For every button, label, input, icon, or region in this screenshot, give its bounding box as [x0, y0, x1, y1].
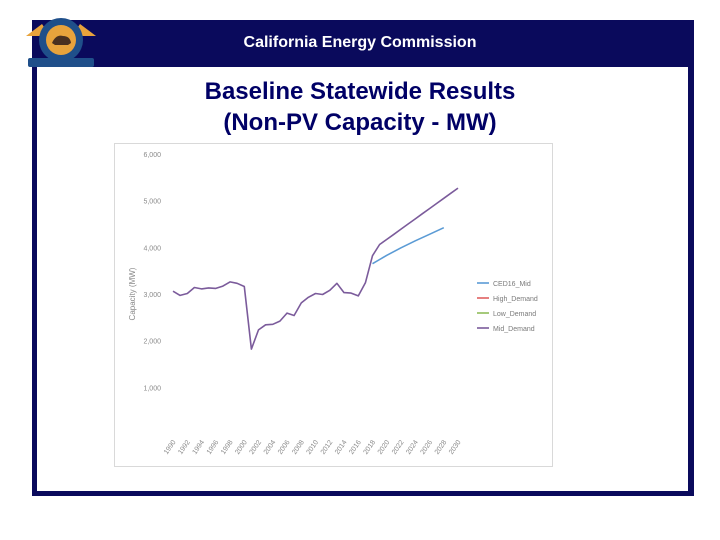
x-tick-label: 1990: [163, 439, 178, 456]
series-line-mid-demand: [172, 187, 459, 350]
capacity-line-chart: 1,000 2,000 3,000 4,000 5,000 6,000 Capacity (…: [128, 152, 538, 456]
x-tick-label: 2000: [234, 439, 249, 456]
seal-banner: [28, 58, 94, 67]
y-tick-label: 3,000: [143, 292, 161, 299]
energy-commission-seal: [26, 18, 96, 67]
y-tick-label: 2,000: [143, 339, 161, 346]
slide-title-line1: Baseline Statewide Results: [204, 78, 516, 105]
organization-name: California Energy Commission: [243, 34, 477, 51]
x-tick-label: 2004: [263, 439, 278, 456]
legend-label-ced16-mid: CED16_Mid: [493, 281, 531, 288]
x-tick-label: 2022: [391, 439, 406, 456]
x-tick-label: 2026: [419, 439, 434, 456]
bear-icon: [52, 35, 71, 45]
legend-label-low-demand: Low_Demand: [493, 311, 536, 318]
x-tick-label: 1994: [191, 439, 206, 456]
slide-title: Baseline Statewide Results (Non-PV Capac…: [130, 76, 590, 138]
x-tick-label: 2002: [248, 439, 263, 456]
x-tick-label: 2008: [291, 439, 306, 456]
slide-title-line2: (Non-PV Capacity - MW): [223, 109, 497, 136]
x-tick-label: 2020: [377, 439, 392, 456]
x-tick-label: 2012: [320, 439, 335, 456]
x-tick-label: 2030: [448, 439, 463, 456]
x-tick-label: 2028: [434, 439, 449, 456]
x-tick-label: 2010: [305, 439, 320, 456]
legend-label-high-demand: High_Demand: [493, 296, 538, 303]
y-tick-label: 1,000: [143, 385, 161, 392]
legend-label-mid-demand: Mid_Demand: [493, 326, 535, 333]
y-tick-label: 6,000: [143, 152, 161, 159]
x-tick-label: 2018: [362, 439, 377, 456]
chart-container: 1,000 2,000 3,000 4,000 5,000 6,000 Capacity (…: [114, 143, 553, 467]
x-tick-label: 1996: [206, 439, 221, 456]
y-axis-label: Capacity (MW): [128, 267, 137, 320]
y-tick-label: 4,000: [143, 245, 161, 252]
series-line-ced16-mid: [372, 226, 445, 265]
x-tick-label: 1992: [177, 439, 192, 456]
x-tick-label: 2006: [277, 439, 292, 456]
x-tick-label: 1998: [220, 439, 235, 456]
y-tick-label: 5,000: [143, 199, 161, 206]
x-tick-label: 2014: [334, 439, 349, 456]
x-tick-label: 2016: [348, 439, 363, 456]
x-tick-label: 2024: [405, 439, 420, 456]
